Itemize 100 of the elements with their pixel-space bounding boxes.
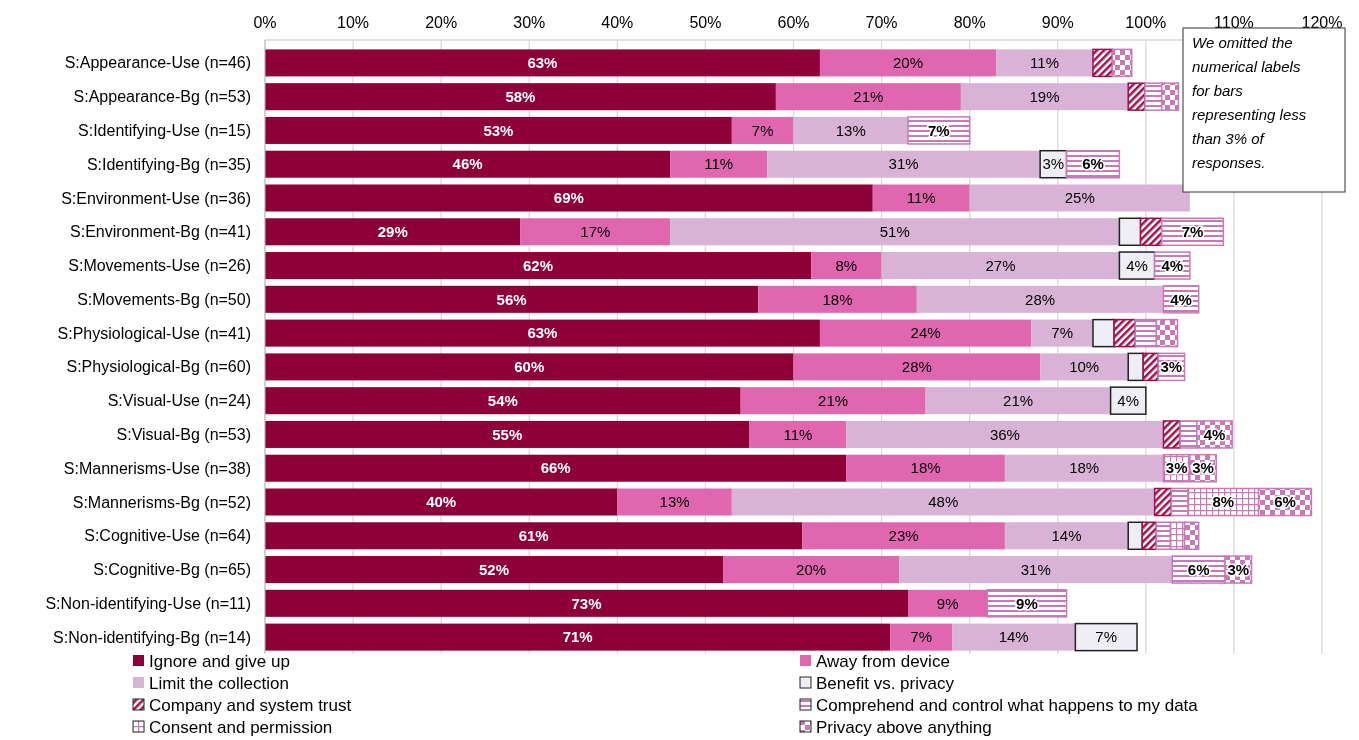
y-tick-label: S:Movements-Use (n=26)	[68, 257, 251, 275]
data-label: 3%	[1227, 560, 1250, 578]
legend-label: Comprehend and control what happens to my data	[816, 695, 1199, 715]
data-label: 6%	[1187, 560, 1210, 578]
data-label: 24%	[910, 324, 941, 342]
data-label: 73%	[571, 594, 602, 612]
x-tick-label: 20%	[425, 14, 458, 31]
bar	[617, 488, 732, 516]
bar	[1074, 622, 1138, 652]
data-label: 63%	[527, 324, 558, 342]
y-tick-label: S:Physiological-Use (n=41)	[57, 324, 251, 342]
bar	[265, 522, 803, 550]
legend-label: Consent and permission	[149, 717, 333, 737]
data-label: 3%	[1160, 358, 1183, 376]
bar	[1111, 48, 1133, 78]
data-label: 3%	[1165, 459, 1188, 477]
x-tick-label: 60%	[777, 14, 810, 31]
legend-label: Away from device	[816, 651, 950, 671]
data-label: 55%	[492, 425, 523, 443]
y-tick-label: S:Environment-Use (n=36)	[61, 189, 251, 207]
bar	[1127, 352, 1144, 382]
bar	[969, 184, 1190, 212]
bar	[265, 623, 891, 651]
bar	[670, 150, 768, 178]
data-label: 53%	[483, 121, 514, 139]
x-tick-label: 30%	[513, 14, 546, 31]
data-label: 31%	[888, 155, 919, 173]
data-label: 7%	[1095, 628, 1118, 646]
x-tick-label: 10%	[337, 14, 370, 31]
bar	[1092, 318, 1115, 348]
bar	[811, 252, 882, 280]
data-label: 3%	[1192, 459, 1214, 477]
bar	[265, 218, 521, 246]
bar	[775, 83, 961, 111]
data-label: 11%	[1030, 54, 1059, 72]
data-label: 7%	[1181, 223, 1204, 241]
bar	[802, 522, 1005, 550]
bar	[265, 252, 812, 280]
data-label: 4%	[1117, 391, 1140, 409]
bar	[265, 150, 671, 178]
y-tick-label: S:Movements-Bg (n=50)	[77, 290, 251, 308]
data-label: 28%	[901, 358, 932, 376]
y-tick-label: S:Mannerisms-Use (n=38)	[63, 459, 251, 477]
bar	[952, 623, 1076, 651]
bar	[793, 116, 909, 144]
y-tick-label: S:Cognitive-Bg (n=65)	[93, 561, 251, 579]
data-label: 63%	[527, 54, 558, 72]
data-label: 13%	[659, 493, 690, 511]
bar	[265, 556, 724, 584]
data-label: 4%	[1203, 425, 1226, 443]
bar	[265, 319, 820, 347]
data-label: 21%	[1003, 391, 1034, 409]
x-tick-label: 120%	[1301, 14, 1343, 31]
y-tick-label: S:Non-identifying-Use (n=11)	[45, 594, 251, 612]
bar	[1127, 82, 1146, 111]
data-label: 29%	[377, 223, 408, 241]
bar	[265, 83, 776, 111]
data-label: 10%	[1069, 358, 1100, 376]
data-label: 31%	[1020, 560, 1051, 578]
data-label: 14%	[1051, 527, 1082, 545]
bar	[899, 556, 1173, 584]
data-label: 46%	[452, 155, 483, 173]
bar	[996, 49, 1093, 77]
data-label: 69%	[553, 189, 584, 207]
bar	[767, 150, 1041, 178]
bar	[731, 488, 1155, 516]
data-label: 7%	[1051, 324, 1073, 342]
bar	[793, 353, 1041, 381]
y-tick-label: S:Visual-Bg (n=53)	[116, 426, 251, 444]
data-label: 7%	[927, 121, 950, 139]
data-label: 8%	[835, 256, 858, 274]
data-label: 7%	[751, 121, 774, 139]
x-tick-label: 0%	[253, 14, 277, 31]
data-label: 27%	[985, 256, 1016, 274]
bar	[1142, 352, 1159, 382]
bar	[916, 285, 1164, 313]
legend-label: Limit the collection	[149, 673, 289, 693]
data-label: 18%	[1069, 459, 1100, 477]
y-tick-label: S:Identifying-Use (n=15)	[78, 122, 251, 140]
bar	[1004, 454, 1164, 482]
y-tick-label: S:Physiological-Bg (n=60)	[66, 358, 251, 376]
data-label: 17%	[580, 223, 611, 241]
bar	[749, 420, 847, 448]
bar	[819, 49, 997, 77]
x-tick-label: 40%	[601, 14, 634, 31]
annotation: We omitted the numerical labels for bars representing less than 3% of responses.	[1192, 34, 1307, 171]
bar	[819, 319, 1032, 347]
bar	[265, 285, 759, 313]
data-label: 56%	[496, 290, 527, 308]
data-label: 48%	[928, 493, 959, 511]
bar	[265, 116, 732, 144]
bar	[872, 184, 970, 212]
data-label: 60%	[514, 358, 545, 376]
bar	[740, 387, 926, 415]
bar	[265, 420, 750, 448]
y-tick-label: S:Non-identifying-Bg (n=14)	[53, 628, 251, 646]
y-tick-label: S:Environment-Bg (n=41)	[70, 223, 251, 241]
data-label: 36%	[989, 425, 1020, 443]
y-tick-label: S:Identifying-Bg (n=35)	[86, 155, 251, 173]
bar	[1127, 521, 1144, 551]
